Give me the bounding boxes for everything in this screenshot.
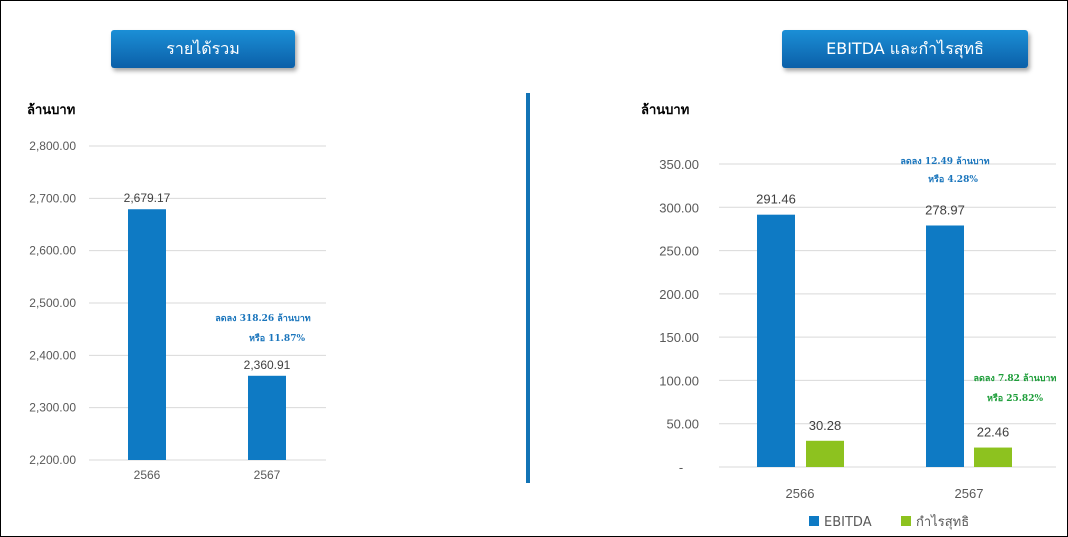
ebitda-bar xyxy=(926,225,964,467)
legend-label: EBITDA xyxy=(824,515,872,530)
annotation-line: หรือ 25.82% xyxy=(987,392,1043,404)
ebitda-bar xyxy=(757,214,795,467)
revenue-unit-label: ล้านบาท xyxy=(27,103,76,118)
y-tick-label: 300.00 xyxy=(659,200,699,215)
annotation-line: หรือ 11.87% xyxy=(249,332,305,344)
y-tick-label: 2,200.00 xyxy=(29,453,76,467)
bar-value-label: 2,360.91 xyxy=(244,358,291,372)
x-tick-label: 2566 xyxy=(134,468,161,482)
y-tick-label: - xyxy=(679,460,683,475)
legend-swatch-net-profit xyxy=(901,516,911,526)
y-tick-label: 2,500.00 xyxy=(29,296,76,310)
y-tick-label: 2,300.00 xyxy=(29,401,76,415)
annotation-line: ลดลง 318.26 ล้านบาท xyxy=(215,313,310,324)
revenue-bar xyxy=(248,375,286,460)
annotation-line: ลดลง 12.49 ล้านบาท xyxy=(900,156,989,167)
panel-divider xyxy=(526,93,530,483)
revenue-title-box: รายได้รวม xyxy=(111,30,295,68)
ebitda-title: EBITDA และกำไรสุทธิ xyxy=(826,38,984,58)
y-tick-label: 2,800.00 xyxy=(29,139,76,153)
y-tick-label: 2,400.00 xyxy=(29,348,76,362)
net-profit-bar xyxy=(806,440,844,467)
y-tick-label: 50.00 xyxy=(666,417,699,432)
legend-swatch-ebitda xyxy=(809,516,819,526)
y-tick-label: 200.00 xyxy=(659,287,699,302)
x-tick-label: 2567 xyxy=(955,486,984,501)
annotation-line: หรือ 4.28% xyxy=(928,173,978,185)
legend-label: กำไรสุทธิ xyxy=(916,514,969,530)
y-tick-label: 100.00 xyxy=(659,373,699,388)
bar-value-label: 278.97 xyxy=(925,202,965,217)
bar-value-label: 22.46 xyxy=(977,425,1010,440)
y-tick-label: 150.00 xyxy=(659,330,699,345)
y-tick-label: 2,600.00 xyxy=(29,244,76,258)
annotation-line: ลดลง 7.82 ล้านบาท xyxy=(974,373,1057,384)
net-profit-bar xyxy=(974,447,1012,467)
y-tick-label: 2,700.00 xyxy=(29,191,76,205)
ebitda-title-box: EBITDA และกำไรสุทธิ xyxy=(782,30,1028,68)
bar-value-label: 291.46 xyxy=(756,192,796,207)
x-tick-label: 2566 xyxy=(786,486,815,501)
x-tick-label: 2567 xyxy=(254,468,281,482)
bar-value-label: 30.28 xyxy=(809,418,842,433)
y-tick-label: 350.00 xyxy=(659,157,699,172)
ebitda-unit-label: ล้านบาท xyxy=(641,103,690,118)
revenue-bar xyxy=(128,209,166,460)
y-tick-label: 250.00 xyxy=(659,244,699,259)
revenue-title: รายได้รวม xyxy=(166,38,240,58)
bar-value-label: 2,679.17 xyxy=(124,191,171,205)
